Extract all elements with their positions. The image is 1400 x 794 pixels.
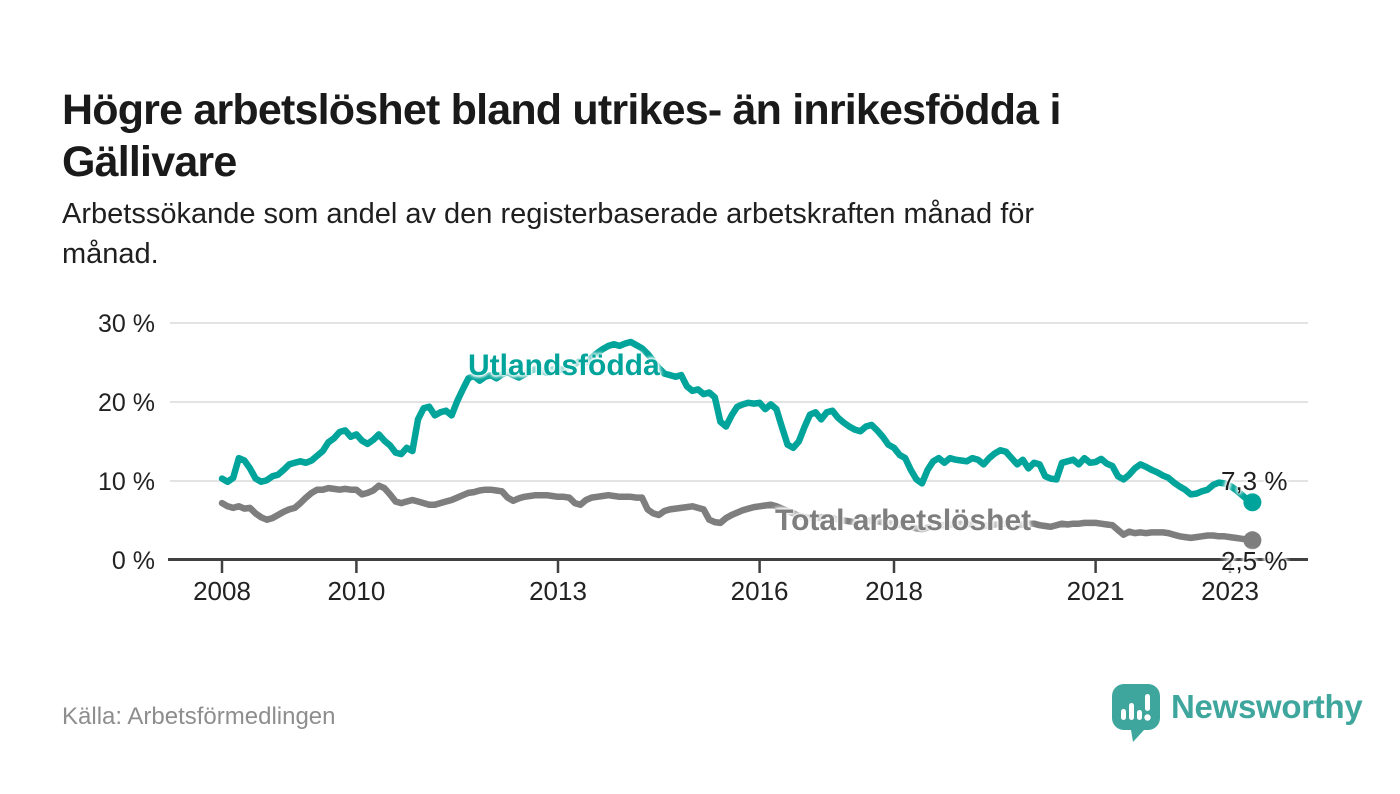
x-tick-label: 2013	[529, 576, 587, 606]
source-text: Källa: Arbetsförmedlingen	[62, 703, 336, 730]
y-tick-label: 30 %	[98, 310, 155, 338]
page-subtitle: Arbetssökande som andel av den registerb…	[62, 198, 1035, 271]
newsworthy-logo-text: Newsworthy	[1171, 688, 1363, 725]
newsworthy-logo-icon	[1112, 684, 1160, 742]
newsworthy-logo: Newsworthy	[1112, 684, 1363, 742]
x-tick-label: 2018	[865, 576, 923, 606]
series-label-utlandsfodda: Utlandsfödda	[468, 349, 660, 382]
series-label-total: Total arbetslöshet	[775, 504, 1032, 537]
series-line-total	[218, 482, 1256, 544]
x-tick-label: 2008	[193, 576, 251, 606]
page-title: Högre arbetslöshet bland utrikes- än inr…	[62, 85, 1061, 187]
x-tick-label: 2021	[1067, 576, 1125, 606]
x-tick-label: 2016	[731, 576, 789, 606]
x-tick-label: 2023	[1201, 576, 1259, 606]
series-end-dot-utlandsfodda	[1243, 493, 1262, 512]
y-tick-label: 10 %	[98, 468, 155, 496]
end-value-label-utlandsfodda: 7,3 %	[1221, 466, 1288, 496]
series-line-utlandsfodda	[218, 338, 1256, 506]
series-end-dot-total	[1243, 531, 1262, 550]
y-tick-label: 0 %	[112, 547, 155, 575]
y-tick-label: 20 %	[98, 389, 155, 417]
x-tick-label: 2010	[327, 576, 385, 606]
end-value-label-total: 2,5 %	[1221, 546, 1288, 576]
